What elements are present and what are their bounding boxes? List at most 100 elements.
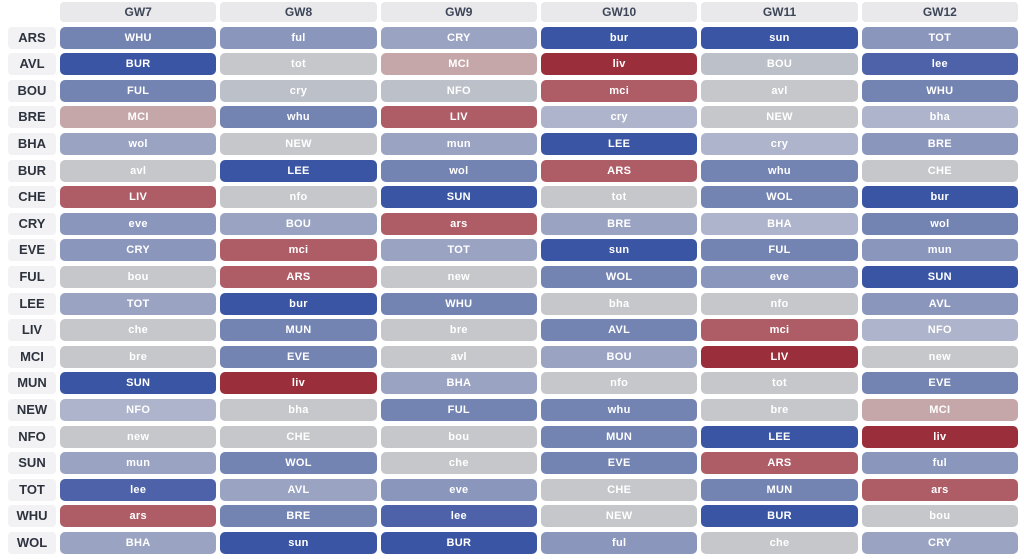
- fixture-cell-nfo-gw9: bou: [380, 425, 537, 448]
- fixture-cell-mun-gw9: BHA: [380, 372, 537, 395]
- team-label-liv: LIV: [8, 319, 56, 342]
- fixture-cell-wol-gw7: BHA: [60, 531, 217, 554]
- fixture-cell-avl-gw12: lee: [861, 53, 1018, 76]
- fixture-cell-ful-gw7: bou: [60, 265, 217, 288]
- fixture-cell-avl-gw10: liv: [540, 53, 698, 76]
- fixture-cell-avl-gw7: BUR: [60, 53, 217, 76]
- fixture-cell-bha-gw8: NEW: [220, 132, 377, 155]
- fixture-cell-che-gw10: tot: [540, 186, 698, 209]
- fixture-cell-new-gw11: bre: [701, 398, 858, 421]
- team-label-bur: BUR: [8, 159, 56, 182]
- fixture-cell-whu-gw7: ars: [60, 505, 217, 528]
- team-label-ars: ARS: [8, 26, 56, 49]
- fixture-cell-bha-gw12: BRE: [861, 132, 1018, 155]
- fixture-cell-cry-gw11: BHA: [701, 212, 858, 235]
- fixture-cell-mci-gw9: avl: [380, 345, 537, 368]
- fixture-cell-whu-gw11: BUR: [701, 505, 858, 528]
- team-label-whu: WHU: [8, 505, 56, 528]
- team-label-wol: WOL: [8, 531, 56, 554]
- fixture-cell-sun-gw7: mun: [60, 452, 217, 475]
- fixture-cell-new-gw9: FUL: [380, 398, 537, 421]
- fixture-cell-che-gw9: SUN: [380, 186, 537, 209]
- fixture-cell-mun-gw12: EVE: [861, 372, 1018, 395]
- fixture-cell-liv-gw8: MUN: [220, 319, 377, 342]
- fixture-cell-lee-gw11: nfo: [701, 292, 858, 315]
- fixture-cell-liv-gw11: mci: [701, 319, 858, 342]
- team-label-che: CHE: [8, 186, 56, 209]
- fixture-cell-lee-gw7: TOT: [60, 292, 217, 315]
- gw-header-gw7: GW7: [60, 2, 217, 22]
- fixture-cell-bou-gw11: avl: [701, 79, 858, 102]
- fixture-cell-liv-gw12: NFO: [861, 319, 1018, 342]
- fixture-cell-mci-gw10: BOU: [540, 345, 698, 368]
- fixture-cell-nfo-gw8: CHE: [220, 425, 377, 448]
- fixture-cell-sun-gw10: EVE: [540, 452, 698, 475]
- fixture-cell-lee-gw12: AVL: [861, 292, 1018, 315]
- fixture-cell-ars-gw8: ful: [220, 26, 377, 49]
- fixture-cell-tot-gw11: MUN: [701, 478, 858, 501]
- fixture-cell-eve-gw11: FUL: [701, 239, 858, 262]
- corner-spacer: [8, 2, 56, 22]
- fixture-cell-eve-gw8: mci: [220, 239, 377, 262]
- fixture-cell-whu-gw9: lee: [380, 505, 537, 528]
- team-label-mci: MCI: [8, 345, 56, 368]
- fixture-cell-ars-gw7: WHU: [60, 26, 217, 49]
- fixture-cell-mci-gw11: LIV: [701, 345, 858, 368]
- fixture-cell-che-gw8: nfo: [220, 186, 377, 209]
- team-label-avl: AVL: [8, 53, 56, 76]
- fixture-cell-wol-gw9: BUR: [380, 531, 537, 554]
- fixture-cell-ars-gw11: sun: [701, 26, 858, 49]
- fixture-cell-bre-gw12: bha: [861, 106, 1018, 129]
- fixture-cell-mun-gw8: liv: [220, 372, 377, 395]
- fixture-cell-cry-gw12: wol: [861, 212, 1018, 235]
- fixture-cell-mci-gw7: bre: [60, 345, 217, 368]
- gw-header-gw10: GW10: [540, 2, 698, 22]
- fixture-cell-sun-gw11: ARS: [701, 452, 858, 475]
- team-label-nfo: NFO: [8, 425, 56, 448]
- fixture-cell-lee-gw9: WHU: [380, 292, 537, 315]
- fixture-cell-sun-gw12: ful: [861, 452, 1018, 475]
- fixture-cell-avl-gw8: tot: [220, 53, 377, 76]
- fixture-cell-ful-gw12: SUN: [861, 265, 1018, 288]
- team-label-cry: CRY: [8, 212, 56, 235]
- fixture-cell-tot-gw12: ars: [861, 478, 1018, 501]
- fixture-cell-cry-gw8: BOU: [220, 212, 377, 235]
- gw-header-gw9: GW9: [380, 2, 537, 22]
- fixture-cell-eve-gw10: sun: [540, 239, 698, 262]
- team-label-new: NEW: [8, 398, 56, 421]
- fixture-cell-nfo-gw12: liv: [861, 425, 1018, 448]
- team-label-eve: EVE: [8, 239, 56, 262]
- fixture-cell-mun-gw10: nfo: [540, 372, 698, 395]
- fixture-cell-eve-gw12: mun: [861, 239, 1018, 262]
- fixture-difficulty-grid: GW7 GW8 GW9 GW10 GW11 GW12 ARS WHU ful CRY bur sun T…: [8, 2, 1018, 554]
- fixture-cell-cry-gw7: eve: [60, 212, 217, 235]
- fixture-cell-liv-gw9: bre: [380, 319, 537, 342]
- fixture-cell-avl-gw11: BOU: [701, 53, 858, 76]
- fixture-cell-bre-gw10: cry: [540, 106, 698, 129]
- fixture-cell-bre-gw7: MCI: [60, 106, 217, 129]
- fixture-cell-bre-gw9: LIV: [380, 106, 537, 129]
- fixture-cell-tot-gw10: CHE: [540, 478, 698, 501]
- team-label-ful: FUL: [8, 265, 56, 288]
- fixture-cell-new-gw7: NFO: [60, 398, 217, 421]
- fixture-cell-eve-gw7: CRY: [60, 239, 217, 262]
- fixture-cell-nfo-gw11: LEE: [701, 425, 858, 448]
- fixture-cell-mun-gw7: SUN: [60, 372, 217, 395]
- fixture-cell-bha-gw7: wol: [60, 132, 217, 155]
- fixture-cell-bou-gw8: cry: [220, 79, 377, 102]
- fixture-cell-bha-gw9: mun: [380, 132, 537, 155]
- fixture-cell-bou-gw9: NFO: [380, 79, 537, 102]
- fixture-cell-cry-gw9: ars: [380, 212, 537, 235]
- team-label-tot: TOT: [8, 478, 56, 501]
- fixture-cell-ars-gw9: CRY: [380, 26, 537, 49]
- gw-header-gw8: GW8: [220, 2, 377, 22]
- fixture-cell-bha-gw10: LEE: [540, 132, 698, 155]
- fixture-cell-ars-gw10: bur: [540, 26, 698, 49]
- fixture-cell-bou-gw10: mci: [540, 79, 698, 102]
- fixture-cell-sun-gw9: che: [380, 452, 537, 475]
- fixture-cell-cry-gw10: BRE: [540, 212, 698, 235]
- fixture-cell-ful-gw9: new: [380, 265, 537, 288]
- fixture-cell-nfo-gw10: MUN: [540, 425, 698, 448]
- fixture-cell-che-gw11: WOL: [701, 186, 858, 209]
